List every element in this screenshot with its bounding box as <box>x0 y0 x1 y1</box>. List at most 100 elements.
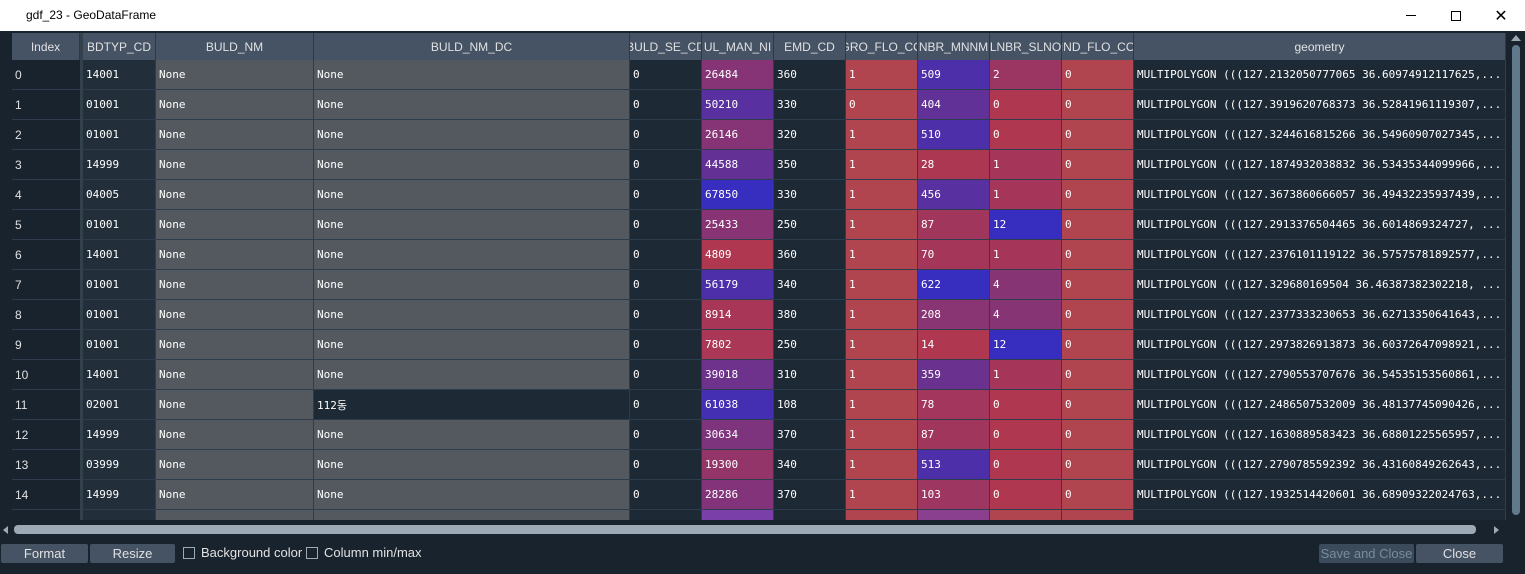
cell-lnbr-slno[interactable]: 0 <box>990 450 1062 480</box>
cell-ind-flo-co[interactable]: 0 <box>1062 270 1134 300</box>
cell-bdtyp-cd[interactable]: 14001 <box>83 60 156 90</box>
cell-ind-flo-co[interactable]: 0 <box>1062 60 1134 90</box>
cell-ind-flo-co[interactable]: 0 <box>1062 150 1134 180</box>
cell-ul-man-ni[interactable]: 30634 <box>702 420 774 450</box>
cell-geometry[interactable]: MULTIPOLYGON (((127.3244616815266 36.549… <box>1134 120 1506 150</box>
column-header-nbr-mnnm[interactable]: NBR_MNNM <box>918 33 990 60</box>
cell-gro-flo-co[interactable]: 1 <box>846 390 918 420</box>
cell-gro-flo-co[interactable]: 0 <box>846 90 918 120</box>
cell-geometry[interactable]: MULTIPOLYGON (((127.2376101119122 36.575… <box>1134 240 1506 270</box>
cell-emd-cd[interactable]: 340 <box>774 270 846 300</box>
row-index[interactable]: 6 <box>12 240 80 270</box>
cell-buld-se-cd[interactable]: 0 <box>630 390 702 420</box>
maximize-button[interactable] <box>1433 0 1479 31</box>
cell-ind-flo-co[interactable]: 0 <box>1062 390 1134 420</box>
cell-buld-se-cd[interactable]: 0 <box>630 180 702 210</box>
cell-buld-nm[interactable]: None <box>156 270 314 300</box>
cell-geometry[interactable]: MULTIPOLYGON (((127.3673860666057 36.494… <box>1134 180 1506 210</box>
cell-ind-flo-co[interactable]: 0 <box>1062 420 1134 450</box>
cell-ul-man-ni[interactable]: 25433 <box>702 210 774 240</box>
cell-bdtyp-cd[interactable]: 14001 <box>83 240 156 270</box>
cell-ul-man-ni[interactable]: 44588 <box>702 150 774 180</box>
cell-emd-cd[interactable]: 250 <box>774 330 846 360</box>
cell-emd-cd[interactable]: 350 <box>774 150 846 180</box>
cell-buld-nm[interactable]: None <box>156 330 314 360</box>
cell-buld-se-cd[interactable]: 0 <box>630 420 702 450</box>
cell-nbr-mnnm[interactable]: 87 <box>918 420 990 450</box>
cell-lnbr-slno[interactable]: 0 <box>990 480 1062 510</box>
cell-lnbr-slno[interactable]: 1 <box>990 240 1062 270</box>
cell-geometry[interactable]: MULTIPOLYGON (((127.2132050777065 36.609… <box>1134 60 1506 90</box>
cell-lnbr-slno[interactable]: 1 <box>990 360 1062 390</box>
dataframe-table[interactable]: Index BDTYP_CD BULD_NM BULD_NM_DC BULD_SE_C… <box>0 31 1525 521</box>
cell-gro-flo-co[interactable]: 1 <box>846 420 918 450</box>
column-header-geometry[interactable]: geometry <box>1134 33 1506 60</box>
cell-gro-flo-co[interactable]: 1 <box>846 360 918 390</box>
cell-bdtyp-cd[interactable]: 01001 <box>83 330 156 360</box>
cell-nbr-mnnm[interactable]: 456 <box>918 180 990 210</box>
cell-bdtyp-cd[interactable]: 14001 <box>83 360 156 390</box>
cell-nbr-mnnm[interactable]: 14 <box>918 330 990 360</box>
cell-nbr-mnnm[interactable]: 622 <box>918 270 990 300</box>
cell-ul-man-ni[interactable]: 39018 <box>702 360 774 390</box>
cell-buld-nm[interactable]: None <box>156 180 314 210</box>
cell-buld-nm-dc[interactable]: None <box>314 420 630 450</box>
row-index[interactable]: 7 <box>12 270 80 300</box>
cell-ul-man-ni[interactable]: 56179 <box>702 270 774 300</box>
row-index[interactable]: 4 <box>12 180 80 210</box>
cell-geometry[interactable]: MULTIPOLYGON (((127.329680169504 36.4638… <box>1134 270 1506 300</box>
column-header-ul-man-ni[interactable]: UL_MAN_NI <box>702 33 774 60</box>
cell-ul-man-ni[interactable]: 8914 <box>702 300 774 330</box>
cell-nbr-mnnm[interactable]: 28 <box>918 150 990 180</box>
cell-lnbr-slno[interactable]: 2 <box>990 60 1062 90</box>
cell-ul-man-ni[interactable]: 28286 <box>702 480 774 510</box>
cell-buld-nm[interactable]: None <box>156 90 314 120</box>
cell-geometry[interactable]: MULTIPOLYGON (((127.2377333230653 36.627… <box>1134 300 1506 330</box>
cell-buld-nm[interactable]: None <box>156 300 314 330</box>
cell-buld-nm[interactable]: None <box>156 240 314 270</box>
cell-buld-nm[interactable]: None <box>156 120 314 150</box>
cell-geometry[interactable]: MULTIPOLYGON (((127.1874932038832 36.534… <box>1134 150 1506 180</box>
cell-buld-se-cd[interactable]: 0 <box>630 300 702 330</box>
vertical-scroll-thumb[interactable] <box>1512 45 1520 515</box>
cell-buld-nm-dc[interactable]: None <box>314 180 630 210</box>
cell-geometry[interactable]: MULTIPOLYGON (((127.2486507532009 36.481… <box>1134 390 1506 420</box>
cell-ul-man-ni[interactable]: 26146 <box>702 120 774 150</box>
row-index[interactable]: 1 <box>12 90 80 120</box>
cell-gro-flo-co[interactable]: 1 <box>846 330 918 360</box>
cell-emd-cd[interactable]: 320 <box>774 120 846 150</box>
cell-lnbr-slno[interactable]: 0 <box>990 390 1062 420</box>
row-index[interactable]: 5 <box>12 210 80 240</box>
cell-buld-nm-dc[interactable]: None <box>314 120 630 150</box>
column-header-buld-nm[interactable]: BULD_NM <box>156 33 314 60</box>
horizontal-scroll-thumb[interactable] <box>14 525 1476 534</box>
cell-buld-nm[interactable]: None <box>156 60 314 90</box>
background-color-checkbox[interactable] <box>183 547 195 559</box>
cell-emd-cd[interactable]: 380 <box>774 300 846 330</box>
row-index[interactable]: 14 <box>12 480 80 510</box>
cell-buld-nm-dc[interactable]: None <box>314 150 630 180</box>
row-index[interactable]: 11 <box>12 390 80 420</box>
cell-emd-cd[interactable]: 340 <box>774 450 846 480</box>
cell-bdtyp-cd[interactable]: 01001 <box>83 120 156 150</box>
cell-gro-flo-co[interactable]: 1 <box>846 450 918 480</box>
cell-bdtyp-cd[interactable]: 02001 <box>83 390 156 420</box>
cell-geometry[interactable]: MULTIPOLYGON (((127.2973826913873 36.603… <box>1134 330 1506 360</box>
cell-buld-se-cd[interactable]: 0 <box>630 90 702 120</box>
cell-buld-nm-dc[interactable]: None <box>314 240 630 270</box>
cell-nbr-mnnm[interactable]: 78 <box>918 390 990 420</box>
row-index[interactable]: 12 <box>12 420 80 450</box>
minimize-button[interactable] <box>1388 0 1434 31</box>
horizontal-scrollbar[interactable] <box>0 521 1506 538</box>
cell-buld-nm-dc[interactable]: None <box>314 360 630 390</box>
cell-bdtyp-cd[interactable]: 14999 <box>83 420 156 450</box>
cell-buld-nm[interactable]: None <box>156 450 314 480</box>
cell-gro-flo-co[interactable]: 1 <box>846 180 918 210</box>
cell-lnbr-slno[interactable]: 4 <box>990 300 1062 330</box>
cell-emd-cd[interactable]: 360 <box>774 60 846 90</box>
cell-nbr-mnnm[interactable]: 359 <box>918 360 990 390</box>
cell-geometry[interactable]: MULTIPOLYGON (((127.2790785592392 36.431… <box>1134 450 1506 480</box>
cell-geometry[interactable]: MULTIPOLYGON (((127.1932514420601 36.689… <box>1134 480 1506 510</box>
cell-ind-flo-co[interactable]: 0 <box>1062 330 1134 360</box>
cell-ul-man-ni[interactable]: 67850 <box>702 180 774 210</box>
